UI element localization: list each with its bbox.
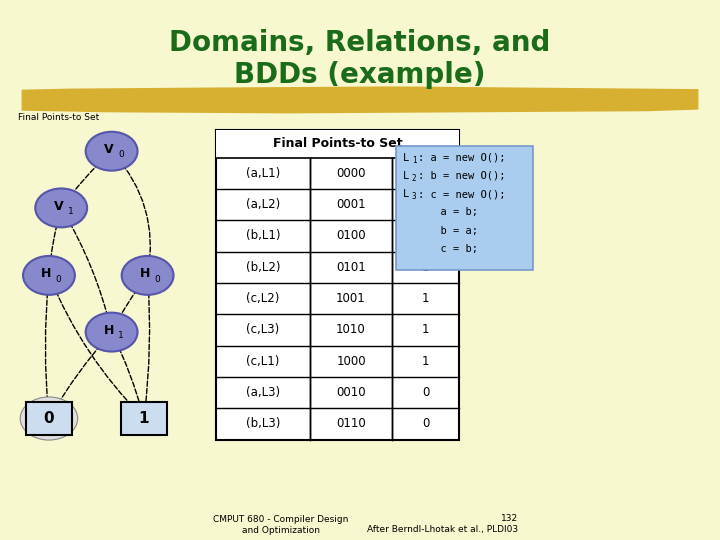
Circle shape	[122, 256, 174, 295]
Text: 1: 1	[422, 198, 429, 211]
Text: 1: 1	[422, 355, 429, 368]
Text: (c,L1): (c,L1)	[246, 355, 279, 368]
Text: 0100: 0100	[336, 230, 366, 242]
Text: a = b;: a = b;	[403, 207, 478, 218]
Text: CMPUT 680 - Compiler Design
and Optimization: CMPUT 680 - Compiler Design and Optimiza…	[213, 515, 348, 535]
Text: 1001: 1001	[336, 292, 366, 305]
Text: H: H	[104, 324, 114, 337]
Circle shape	[20, 397, 78, 440]
Text: : c = new O();: : c = new O();	[418, 189, 505, 199]
Text: 0010: 0010	[336, 386, 366, 399]
Text: Domains, Relations, and: Domains, Relations, and	[169, 29, 551, 57]
Text: c = b;: c = b;	[403, 244, 478, 254]
Text: 0000: 0000	[336, 167, 366, 180]
Text: (c,L2): (c,L2)	[246, 292, 279, 305]
Circle shape	[86, 132, 138, 171]
FancyBboxPatch shape	[396, 146, 533, 270]
Text: 0: 0	[55, 275, 61, 284]
Text: 0: 0	[44, 411, 54, 426]
Text: 1: 1	[422, 167, 429, 180]
Text: 0: 0	[118, 151, 124, 159]
Text: 1010: 1010	[336, 323, 366, 336]
Text: 1: 1	[422, 230, 429, 242]
Text: 132: 132	[501, 514, 518, 523]
Text: Final Points-to Set: Final Points-to Set	[18, 113, 99, 122]
Text: (b,L2): (b,L2)	[246, 261, 280, 274]
Text: L: L	[403, 171, 410, 181]
Circle shape	[23, 256, 75, 295]
Text: 1: 1	[68, 207, 73, 216]
FancyBboxPatch shape	[122, 402, 166, 435]
Text: L: L	[403, 153, 410, 163]
Text: 0: 0	[422, 417, 429, 430]
Text: 0: 0	[154, 275, 160, 284]
FancyBboxPatch shape	[216, 130, 459, 158]
Text: 1: 1	[412, 156, 416, 165]
Text: (b,L3): (b,L3)	[246, 417, 280, 430]
Text: H: H	[140, 267, 150, 280]
Text: 0: 0	[422, 386, 429, 399]
Text: After Berndl-Lhotak et al., PLDI03: After Berndl-Lhotak et al., PLDI03	[367, 525, 518, 534]
Text: 0001: 0001	[336, 198, 366, 211]
Text: V: V	[104, 143, 114, 156]
Circle shape	[35, 188, 87, 227]
Text: 1: 1	[422, 323, 429, 336]
Text: 1: 1	[118, 332, 124, 340]
Text: : a = new O();: : a = new O();	[418, 153, 505, 163]
Text: 0101: 0101	[336, 261, 366, 274]
Text: (c,L3): (c,L3)	[246, 323, 279, 336]
Text: 1: 1	[422, 292, 429, 305]
Text: 3: 3	[412, 192, 416, 201]
Text: H: H	[41, 267, 51, 280]
Text: 2: 2	[412, 174, 416, 183]
Polygon shape	[22, 86, 698, 113]
FancyBboxPatch shape	[27, 402, 71, 435]
Circle shape	[86, 313, 138, 352]
Text: L: L	[403, 189, 410, 199]
Text: : b = new O();: : b = new O();	[418, 171, 505, 181]
Text: 0110: 0110	[336, 417, 366, 430]
Text: b = a;: b = a;	[403, 226, 478, 236]
Text: Final Points-to Set: Final Points-to Set	[272, 137, 402, 150]
Text: (b,L1): (b,L1)	[246, 230, 280, 242]
Text: BDDs (example): BDDs (example)	[234, 60, 486, 89]
Text: 1: 1	[422, 261, 429, 274]
Text: 1: 1	[139, 411, 149, 426]
Text: 1000: 1000	[336, 355, 366, 368]
Text: (a,L2): (a,L2)	[246, 198, 280, 211]
Text: (a,L1): (a,L1)	[246, 167, 280, 180]
Text: (a,L3): (a,L3)	[246, 386, 280, 399]
Text: V: V	[53, 200, 63, 213]
FancyBboxPatch shape	[216, 130, 459, 440]
